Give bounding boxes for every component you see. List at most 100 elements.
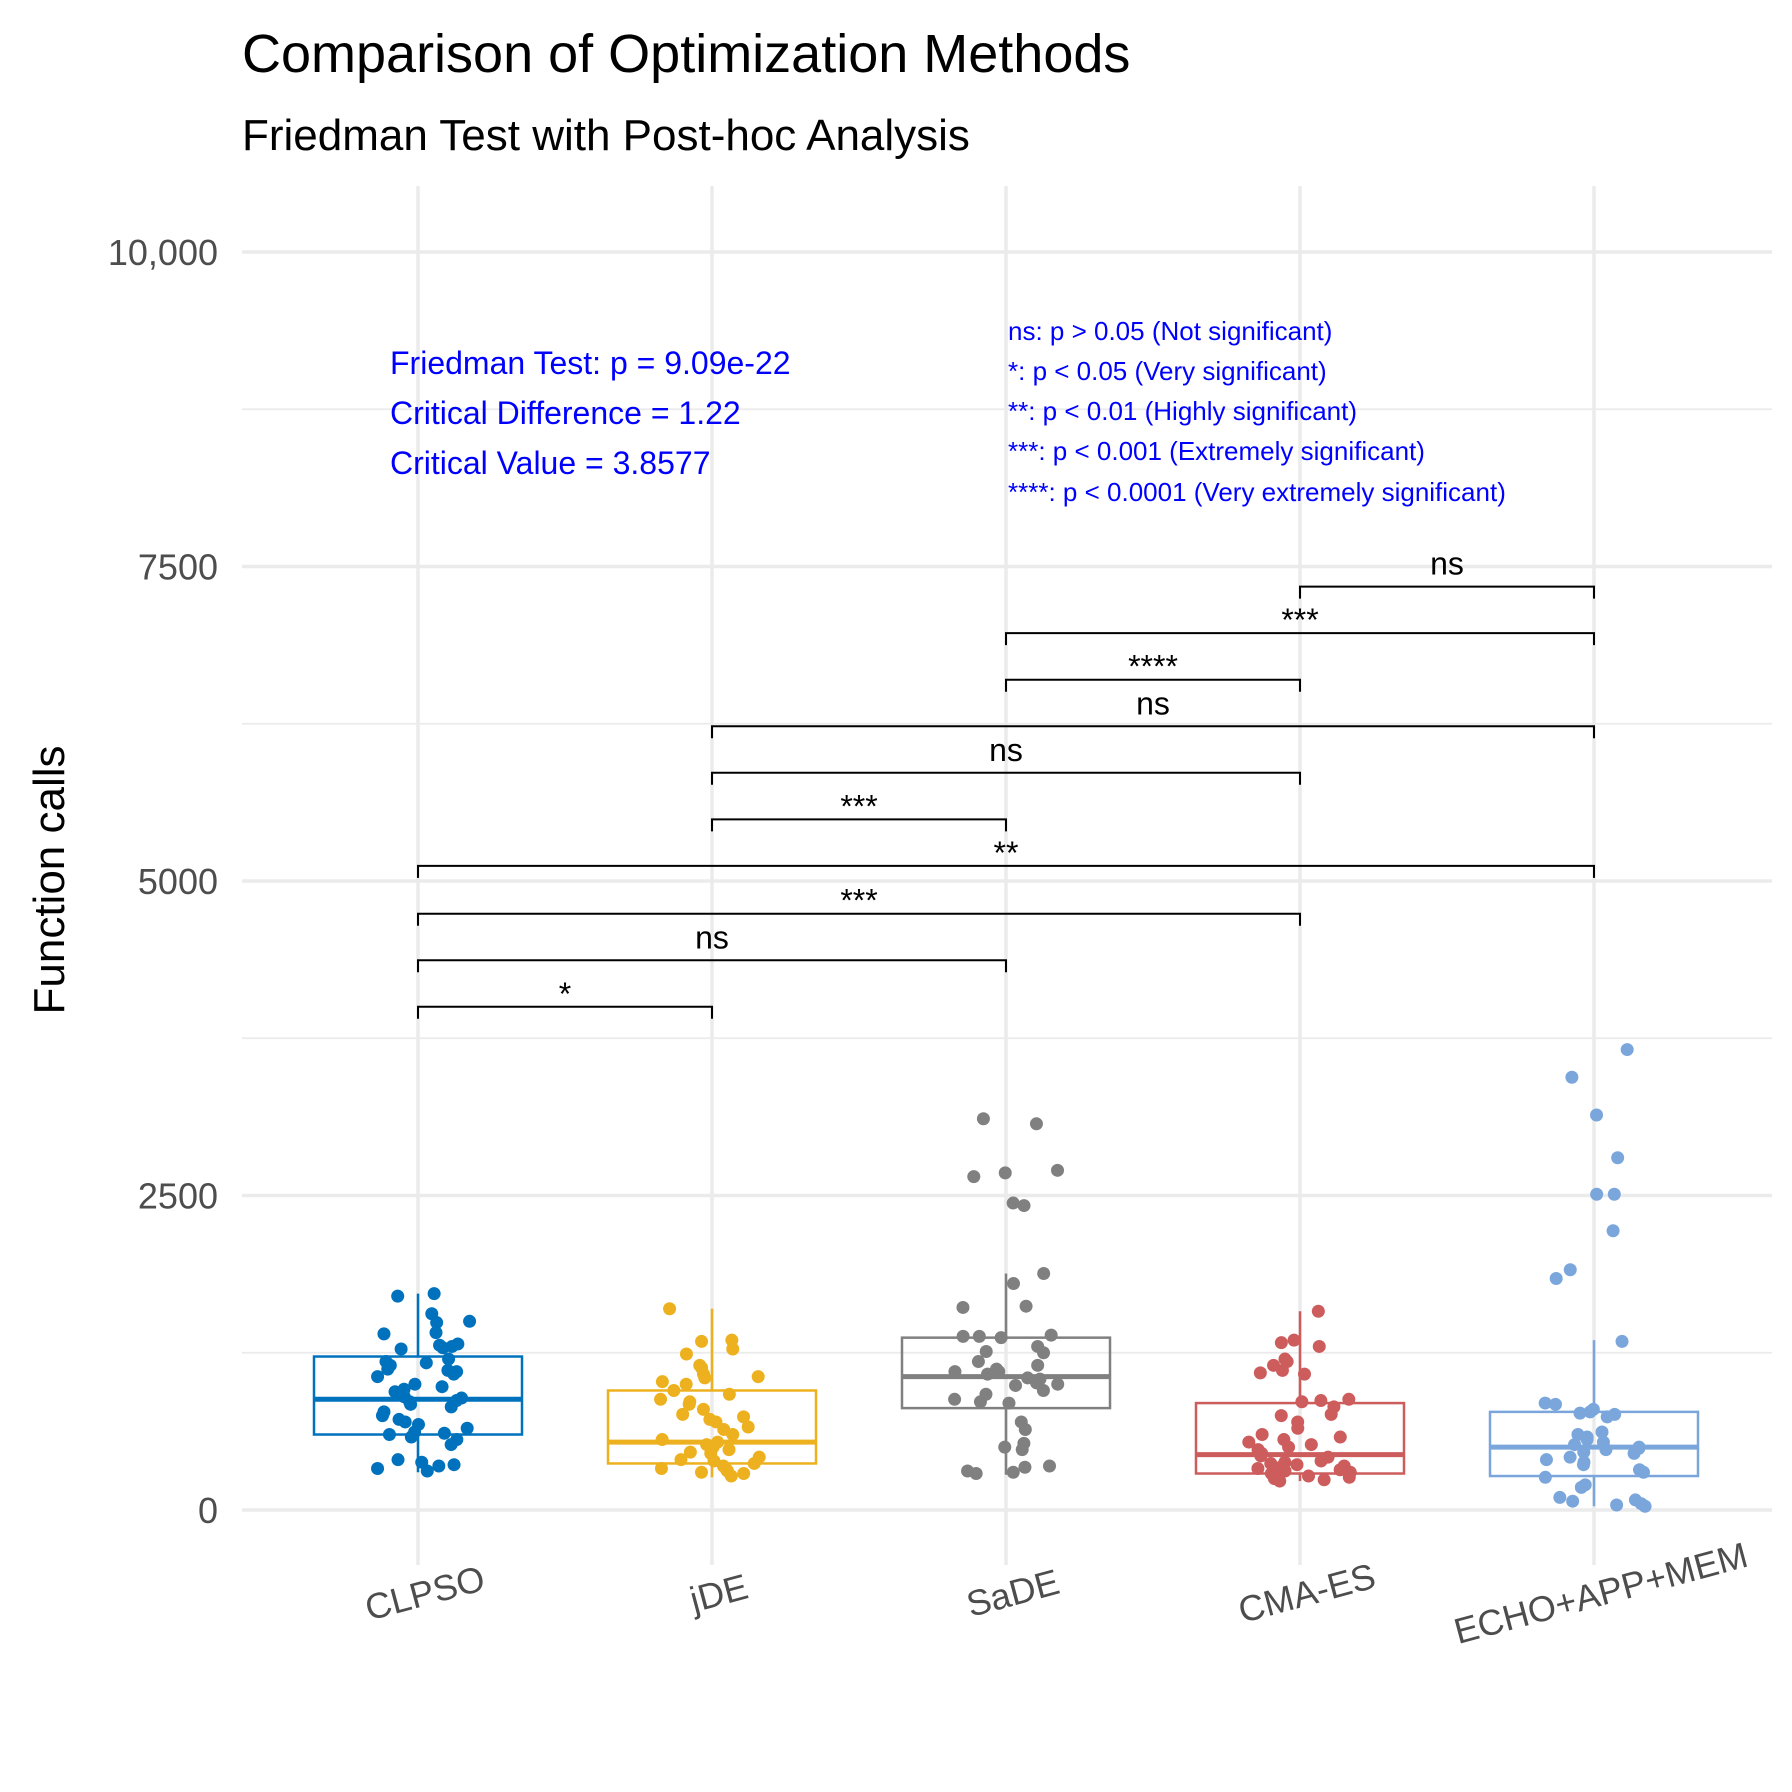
data-point — [432, 1459, 446, 1473]
y-tick-label: 2500 — [138, 1176, 218, 1217]
data-point — [1606, 1224, 1620, 1238]
data-point — [1278, 1464, 1292, 1478]
data-point — [1006, 1196, 1020, 1210]
data-point — [1275, 1363, 1289, 1377]
bracket-label: * — [559, 976, 571, 1012]
data-point — [998, 1440, 1012, 1454]
bracket-sade-vs-cma-es: **** — [1005, 649, 1301, 692]
data-point — [741, 1420, 755, 1434]
data-point — [971, 1355, 985, 1369]
data-point — [404, 1397, 418, 1411]
bracket-line — [711, 725, 1595, 739]
data-point — [1274, 1409, 1288, 1423]
data-point — [391, 1453, 405, 1467]
data-point — [460, 1421, 474, 1435]
data-point — [1291, 1421, 1305, 1435]
data-point — [976, 1112, 990, 1126]
box-echo-app-mem — [1488, 1340, 1700, 1507]
legend-three-star: ***: p < 0.001 (Extremely significant) — [1008, 436, 1425, 466]
data-point — [1255, 1428, 1269, 1442]
bracket-label: **** — [1128, 649, 1178, 685]
data-point — [956, 1329, 970, 1343]
data-point — [1282, 1440, 1296, 1454]
data-point — [1254, 1449, 1268, 1463]
data-point — [394, 1342, 408, 1356]
data-point — [1253, 1366, 1267, 1380]
data-point — [1563, 1450, 1577, 1464]
bracket-jde-vs-cma-es: ns — [711, 732, 1301, 785]
bracket-line — [711, 818, 1007, 832]
data-point — [663, 1302, 677, 1316]
data-point — [724, 1469, 738, 1483]
data-point — [698, 1371, 712, 1385]
data-point — [1620, 1043, 1634, 1057]
data-point — [956, 1300, 970, 1314]
friedman-test-text: Friedman Test: p = 9.09e-22 — [390, 345, 791, 381]
bracket-line — [417, 959, 1007, 973]
data-point — [375, 1409, 389, 1423]
data-point — [726, 1342, 740, 1356]
box-plots — [312, 1273, 1700, 1507]
data-point — [371, 1370, 385, 1384]
data-point — [1051, 1377, 1065, 1391]
bracket-label: ns — [989, 732, 1023, 768]
data-point — [1553, 1490, 1567, 1504]
data-point — [1302, 1469, 1316, 1483]
y-axis-label: Function calls — [25, 745, 74, 1014]
bracket-line — [1299, 585, 1595, 599]
chart-subtitle: Friedman Test with Post-hoc Analysis — [242, 111, 970, 160]
x-tick-label: CMA-ES — [1234, 1555, 1380, 1631]
bracket-label: *** — [840, 788, 877, 824]
data-point — [1636, 1465, 1650, 1479]
data-point — [1007, 1277, 1021, 1291]
data-point — [1287, 1333, 1301, 1347]
data-point — [1324, 1407, 1338, 1421]
data-point — [747, 1456, 761, 1470]
x-tick-label: jDE — [684, 1566, 752, 1621]
data-point — [429, 1326, 443, 1340]
data-point — [1274, 1336, 1288, 1350]
data-point — [444, 1438, 458, 1452]
data-point — [683, 1445, 697, 1459]
data-point — [695, 1334, 709, 1348]
data-point — [408, 1377, 422, 1391]
data-point — [430, 1316, 444, 1330]
data-point — [1044, 1328, 1058, 1342]
bracket-label: ns — [1136, 685, 1170, 721]
bracket-clpso-vs-cma-es: *** — [417, 883, 1301, 926]
critical-value-text: Critical Value = 3.8577 — [390, 445, 710, 481]
data-point — [1015, 1443, 1029, 1457]
bracket-line — [417, 1005, 713, 1019]
bracket-cma-es-vs-echo-app-mem: ns — [1299, 546, 1595, 599]
data-point — [1595, 1425, 1609, 1439]
data-point — [1018, 1422, 1032, 1436]
data-point — [377, 1327, 391, 1341]
data-point — [404, 1430, 418, 1444]
data-point — [437, 1426, 451, 1440]
bracket-clpso-vs-echo-app-mem: ** — [417, 835, 1595, 878]
data-point — [1538, 1396, 1552, 1410]
data-point — [1539, 1453, 1553, 1467]
data-point — [1566, 1494, 1580, 1508]
data-point — [1311, 1304, 1325, 1318]
bracket-jde-vs-sade: *** — [711, 788, 1007, 832]
data-point — [1333, 1463, 1347, 1477]
data-point — [463, 1314, 477, 1328]
bracket-label: ns — [1430, 546, 1464, 582]
y-axis-ticks: 0 2500 5000 7500 10,000 — [108, 232, 218, 1531]
legend-two-star: **: p < 0.01 (Highly significant) — [1008, 396, 1357, 426]
data-point — [1573, 1406, 1587, 1420]
data-point — [1611, 1151, 1625, 1165]
data-point — [1314, 1454, 1328, 1468]
data-point — [1029, 1117, 1043, 1131]
data-point — [1031, 1358, 1045, 1372]
data-point — [381, 1362, 395, 1376]
data-point — [696, 1402, 710, 1416]
bracket-line — [417, 912, 1301, 926]
data-point — [655, 1433, 669, 1447]
data-point — [655, 1375, 669, 1389]
data-point — [1599, 1443, 1613, 1457]
data-point — [1290, 1458, 1304, 1472]
